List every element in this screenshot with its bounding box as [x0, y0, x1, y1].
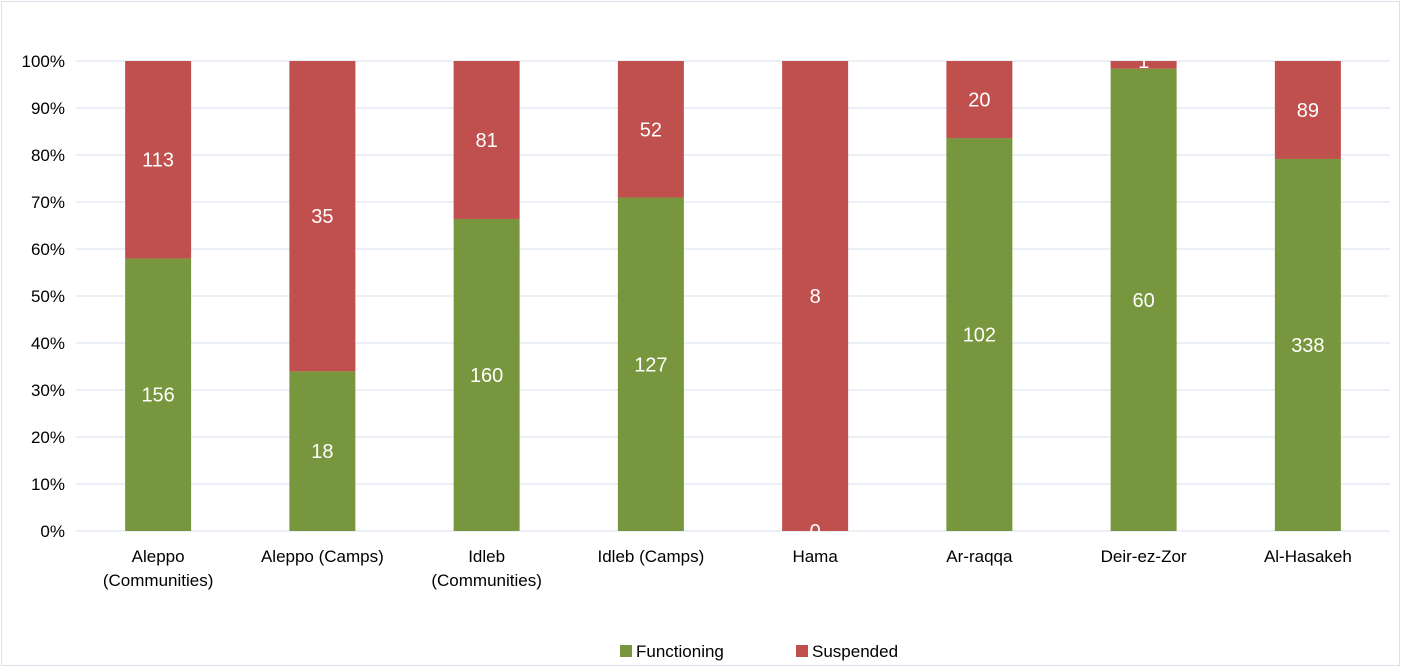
bar-functioning [289, 371, 356, 531]
x-category-label: Al-Hasakeh [1264, 547, 1352, 566]
bar-suspended [946, 61, 1013, 139]
legend-swatch-suspended [796, 645, 808, 657]
y-tick-label: 90% [31, 99, 65, 118]
x-category-label: Aleppo (Communities) [103, 547, 214, 590]
x-category-label: Deir-ez-Zor [1101, 547, 1187, 566]
y-tick-label: 0% [40, 522, 65, 541]
data-label-functioning: 18 [311, 441, 333, 463]
bars [125, 61, 1341, 532]
data-label-suspended: 89 [1297, 100, 1319, 122]
x-axis-category-labels: Aleppo (Communities) Aleppo (Camps) Idleb (C… [103, 547, 1352, 590]
data-label-suspended: 8 [810, 286, 821, 308]
data-label-suspended: 20 [968, 90, 990, 112]
bar-functioning [617, 197, 684, 531]
bar-suspended [1110, 61, 1177, 69]
y-tick-label: 40% [31, 334, 65, 353]
y-tick-label: 100% [22, 52, 65, 71]
y-tick-label: 80% [31, 146, 65, 165]
bar-functioning [125, 258, 192, 531]
data-label-functioning: 0 [810, 521, 821, 543]
gridlines [76, 60, 1390, 532]
data-label-suspended: 113 [142, 150, 174, 172]
bar-functioning [453, 218, 520, 532]
data-labels: 156 113 18 35 160 81 127 52 0 8 102 20 60 1 338 89 [141, 51, 1324, 543]
x-category-label: Idleb (Communities) [431, 547, 542, 590]
data-label-functioning: 338 [1291, 335, 1324, 357]
data-label-suspended: 81 [476, 130, 498, 152]
data-label-functioning: 160 [470, 365, 503, 387]
data-label-suspended: 1 [1138, 51, 1149, 73]
data-label-suspended: 52 [640, 119, 662, 141]
y-tick-label: 30% [31, 381, 65, 400]
bar-suspended [1274, 61, 1341, 159]
x-category-label: Idleb (Camps) [597, 547, 704, 566]
bar-suspended [782, 61, 849, 531]
data-label-functioning: 60 [1133, 290, 1155, 312]
y-tick-label: 10% [31, 475, 65, 494]
bar-suspended [125, 61, 192, 259]
bar-functioning [1110, 68, 1177, 531]
data-label-functioning: 127 [634, 354, 667, 376]
data-label-functioning: 156 [141, 385, 174, 407]
y-tick-label: 50% [31, 287, 65, 306]
bar-suspended [289, 61, 356, 372]
y-tick-label: 70% [31, 193, 65, 212]
bar-functioning [1274, 158, 1341, 531]
legend-swatch-functioning [620, 645, 632, 657]
legend-label-functioning: Functioning [636, 642, 724, 661]
y-tick-label: 60% [31, 240, 65, 259]
y-tick-label: 20% [31, 428, 65, 447]
y-axis-tick-labels: 0% 10% 20% 30% 40% 50% 60% 70% 80% 90% 100% [22, 52, 65, 541]
legend-label-suspended: Suspended [812, 642, 898, 661]
data-label-functioning: 102 [963, 325, 996, 347]
legend: Functioning Suspended [620, 642, 898, 661]
data-label-suspended: 35 [311, 206, 333, 228]
x-category-label: Ar-raqqa [946, 547, 1013, 566]
bar-suspended [453, 61, 520, 219]
bar-functioning [946, 138, 1013, 531]
x-category-label: Hama [792, 547, 838, 566]
x-category-label: Aleppo (Camps) [261, 547, 384, 566]
bar-suspended [617, 61, 684, 198]
